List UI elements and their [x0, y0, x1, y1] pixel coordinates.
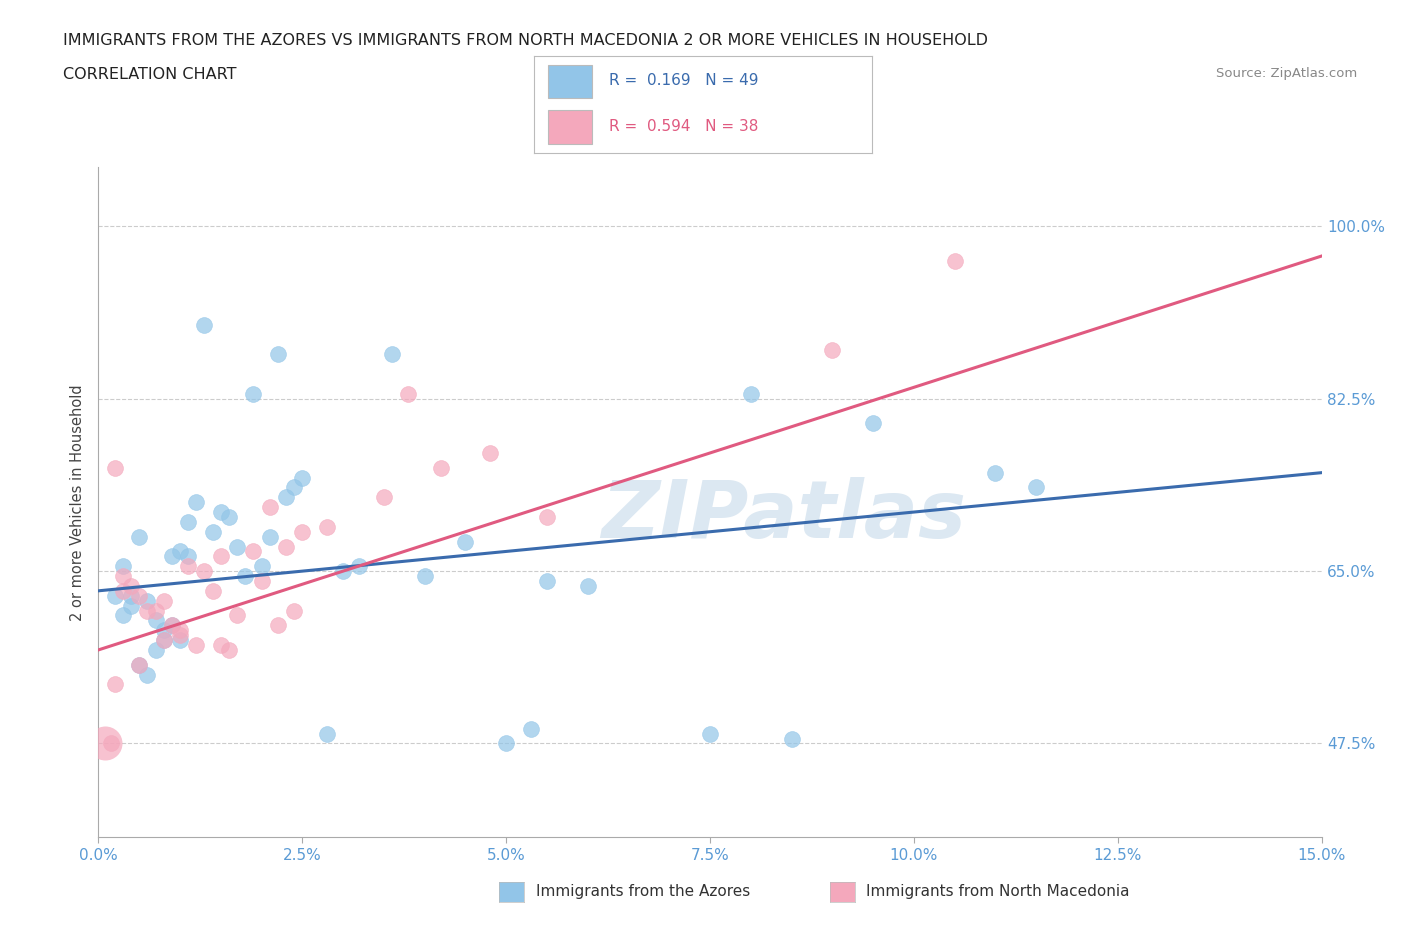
- Point: [454, 534, 477, 549]
- Point: [193, 564, 215, 578]
- Point: [943, 254, 966, 269]
- Point: [201, 583, 224, 598]
- Point: [160, 618, 183, 632]
- Point: [94, 736, 117, 751]
- Point: [136, 603, 159, 618]
- Point: [349, 559, 371, 574]
- Point: [186, 495, 208, 510]
- Point: [291, 525, 314, 539]
- Point: [120, 598, 142, 613]
- Point: [209, 549, 232, 564]
- Point: [177, 514, 200, 529]
- Point: [519, 722, 541, 737]
- Y-axis label: 2 or more Vehicles in Household: 2 or more Vehicles in Household: [70, 384, 86, 620]
- Point: [274, 539, 297, 554]
- Point: [413, 568, 436, 583]
- Point: [226, 608, 249, 623]
- Point: [104, 460, 127, 475]
- Point: [145, 603, 167, 618]
- Point: [136, 667, 159, 682]
- Point: [862, 416, 884, 431]
- Point: [186, 638, 208, 653]
- Point: [233, 568, 256, 583]
- Point: [536, 510, 558, 525]
- Point: [250, 559, 273, 574]
- Point: [283, 603, 305, 618]
- Point: [152, 632, 174, 647]
- Point: [1025, 480, 1047, 495]
- Point: [478, 445, 501, 460]
- Point: [250, 574, 273, 589]
- Point: [291, 471, 314, 485]
- Point: [780, 731, 803, 746]
- Point: [315, 519, 337, 534]
- Point: [396, 387, 419, 402]
- Text: CORRELATION CHART: CORRELATION CHART: [63, 67, 236, 82]
- Point: [128, 658, 150, 672]
- Point: [160, 549, 183, 564]
- Point: [381, 347, 404, 362]
- Point: [984, 465, 1007, 480]
- Text: IMMIGRANTS FROM THE AZORES VS IMMIGRANTS FROM NORTH MACEDONIA 2 OR MORE VEHICLES: IMMIGRANTS FROM THE AZORES VS IMMIGRANTS…: [63, 33, 988, 47]
- Point: [169, 628, 191, 643]
- Point: [259, 529, 281, 544]
- Text: Immigrants from the Azores: Immigrants from the Azores: [536, 884, 749, 899]
- Bar: [548, 111, 592, 144]
- Point: [267, 347, 290, 362]
- Point: [104, 677, 127, 692]
- Point: [169, 632, 191, 647]
- Point: [226, 539, 249, 554]
- Point: [218, 510, 240, 525]
- Point: [169, 623, 191, 638]
- Point: [136, 593, 159, 608]
- Text: Source: ZipAtlas.com: Source: ZipAtlas.com: [1216, 67, 1357, 80]
- Point: [373, 490, 395, 505]
- Point: [177, 549, 200, 564]
- Point: [242, 387, 264, 402]
- Point: [274, 490, 297, 505]
- Point: [111, 568, 134, 583]
- Point: [152, 593, 174, 608]
- Point: [332, 564, 354, 578]
- Point: [430, 460, 453, 475]
- Point: [201, 525, 224, 539]
- Point: [740, 387, 762, 402]
- Point: [111, 583, 134, 598]
- Point: [104, 589, 127, 604]
- Point: [128, 658, 150, 672]
- Bar: [548, 64, 592, 98]
- Point: [267, 618, 290, 632]
- Point: [100, 736, 122, 751]
- Point: [209, 505, 232, 520]
- Point: [242, 544, 264, 559]
- Point: [259, 499, 281, 514]
- Point: [152, 623, 174, 638]
- Point: [177, 559, 200, 574]
- Point: [169, 544, 191, 559]
- Point: [315, 726, 337, 741]
- Point: [283, 480, 305, 495]
- Point: [145, 643, 167, 658]
- Point: [128, 589, 150, 604]
- Point: [576, 578, 599, 593]
- Point: [111, 608, 134, 623]
- Text: ZIPatlas: ZIPatlas: [600, 476, 966, 554]
- Point: [152, 632, 174, 647]
- Point: [495, 736, 517, 751]
- Point: [193, 317, 215, 332]
- Text: R =  0.594   N = 38: R = 0.594 N = 38: [609, 119, 758, 134]
- Point: [145, 613, 167, 628]
- Text: Immigrants from North Macedonia: Immigrants from North Macedonia: [866, 884, 1129, 899]
- Point: [120, 589, 142, 604]
- Point: [209, 638, 232, 653]
- Point: [536, 574, 558, 589]
- Point: [128, 529, 150, 544]
- Point: [111, 559, 134, 574]
- Point: [218, 643, 240, 658]
- Text: R =  0.169   N = 49: R = 0.169 N = 49: [609, 73, 758, 88]
- Point: [821, 342, 844, 357]
- Point: [160, 618, 183, 632]
- Point: [120, 578, 142, 593]
- Point: [699, 726, 721, 741]
